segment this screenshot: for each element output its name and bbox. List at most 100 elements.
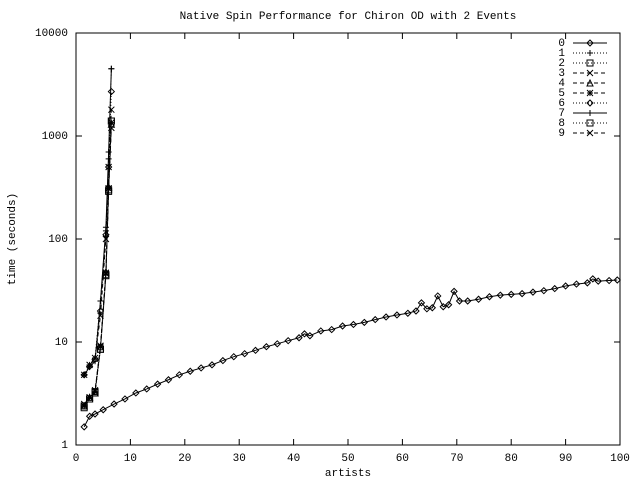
point-marker — [439, 303, 447, 311]
point-marker — [219, 356, 227, 365]
point-marker — [86, 394, 93, 401]
point-marker — [613, 276, 621, 284]
y-axis-label: time (seconds) — [7, 193, 19, 285]
point-marker — [186, 367, 194, 375]
point-marker — [105, 163, 112, 171]
x-tick-label: 30 — [233, 453, 246, 465]
point-marker — [262, 343, 271, 351]
point-marker — [85, 412, 94, 420]
point-marker — [417, 299, 426, 307]
x-axis-label: artists — [325, 468, 371, 480]
point-marker — [91, 389, 99, 397]
legend-label: 9 — [558, 128, 565, 140]
point-marker — [102, 270, 110, 278]
x-tick-label: 80 — [505, 453, 518, 465]
point-marker — [551, 284, 559, 293]
legend-label: 8 — [558, 118, 565, 130]
point-marker — [105, 187, 113, 195]
point-marker — [251, 346, 260, 355]
legend-marker — [586, 119, 594, 127]
y-tick-label: 100 — [48, 234, 68, 246]
point-marker — [485, 293, 494, 301]
point-marker — [86, 364, 93, 371]
chart-title: Native Spin Performance for Chiron OD wi… — [180, 11, 517, 23]
point-marker — [382, 313, 390, 321]
point-marker — [240, 349, 249, 358]
point-marker — [463, 297, 472, 305]
point-marker — [91, 410, 99, 418]
point-marker — [97, 342, 104, 350]
point-marker — [80, 423, 88, 431]
legend-label: 5 — [558, 88, 565, 100]
legend-marker — [586, 99, 594, 107]
point-marker — [594, 277, 602, 285]
point-marker — [132, 389, 140, 397]
legend-marker — [586, 78, 594, 87]
point-marker — [91, 386, 99, 394]
x-tick-label: 100 — [610, 453, 630, 465]
x-tick-label: 50 — [341, 453, 354, 465]
x-tick-label: 70 — [450, 453, 463, 465]
point-marker — [561, 282, 570, 290]
point-marker — [153, 380, 162, 388]
x-tick-label: 20 — [178, 453, 191, 465]
point-marker — [164, 376, 173, 384]
point-marker — [108, 124, 115, 132]
y-tick-label: 1 — [61, 440, 68, 452]
legend-marker — [586, 69, 594, 77]
point-marker — [92, 358, 99, 365]
point-marker — [107, 87, 116, 96]
point-marker — [327, 325, 336, 334]
y-tick-label: 10 — [55, 337, 68, 349]
point-marker — [107, 117, 115, 125]
point-marker — [317, 327, 325, 335]
point-marker — [371, 315, 379, 324]
point-marker — [338, 322, 347, 330]
point-marker — [572, 280, 581, 288]
x-tick-label: 90 — [559, 453, 572, 465]
point-marker — [284, 336, 292, 345]
point-marker — [108, 65, 115, 72]
point-marker — [108, 119, 115, 126]
point-marker — [102, 235, 110, 243]
legend-marker — [587, 50, 593, 56]
legend-label: 7 — [558, 108, 565, 120]
point-marker — [393, 311, 401, 319]
plot-frame — [75, 32, 621, 446]
series-line — [83, 278, 618, 428]
point-marker — [450, 287, 458, 296]
x-tick-label: 40 — [287, 453, 300, 465]
point-marker — [444, 301, 453, 309]
point-marker — [518, 289, 526, 298]
legend-marker — [587, 110, 593, 116]
x-tick-label: 0 — [73, 453, 80, 465]
point-marker — [81, 371, 88, 378]
legend-label: 2 — [558, 58, 565, 70]
point-marker — [496, 291, 505, 299]
point-marker — [143, 385, 151, 393]
point-marker — [175, 371, 184, 379]
point-marker — [96, 307, 105, 315]
legend-label: 3 — [558, 68, 565, 80]
point-marker — [540, 286, 548, 295]
x-tick-label: 10 — [124, 453, 137, 465]
point-marker — [404, 309, 412, 317]
legend-label: 6 — [558, 98, 565, 110]
y-tick-label: 1000 — [42, 131, 68, 143]
point-marker — [121, 395, 129, 403]
point-marker — [589, 275, 597, 283]
point-marker — [349, 320, 358, 329]
legend-label: 4 — [558, 78, 565, 90]
point-marker — [104, 163, 113, 171]
point-marker — [273, 340, 281, 348]
legend-marker — [586, 59, 594, 67]
point-marker — [507, 290, 515, 299]
point-marker — [583, 279, 592, 287]
legend-marker — [586, 39, 594, 47]
point-marker — [434, 292, 442, 300]
point-marker — [80, 400, 88, 408]
point-marker — [428, 304, 437, 312]
point-marker — [99, 406, 107, 414]
